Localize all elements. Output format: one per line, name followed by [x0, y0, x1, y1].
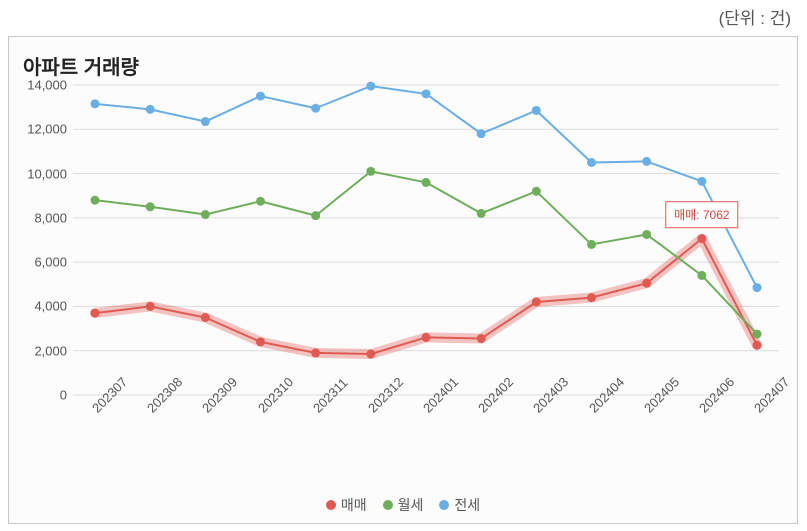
- plot-area: 02,0004,0006,0008,00010,00012,00014,000 …: [73, 85, 779, 395]
- data-point[interactable]: [422, 178, 431, 187]
- data-point[interactable]: [477, 334, 486, 343]
- chart-container: 아파트 거래량 02,0004,0006,0008,00010,00012,00…: [8, 36, 798, 524]
- data-point[interactable]: [532, 106, 541, 115]
- y-tick-label: 0: [60, 388, 73, 403]
- legend-label: 전세: [454, 495, 480, 515]
- data-point[interactable]: [256, 197, 265, 206]
- data-point[interactable]: [422, 333, 431, 342]
- y-tick-label: 14,000: [27, 78, 73, 93]
- legend-item[interactable]: 전세: [439, 495, 480, 515]
- y-tick-label: 8,000: [34, 210, 73, 225]
- data-point[interactable]: [642, 279, 651, 288]
- data-point[interactable]: [311, 348, 320, 357]
- data-point[interactable]: [697, 234, 706, 243]
- y-tick-label: 6,000: [34, 255, 73, 270]
- legend-swatch: [326, 500, 336, 510]
- legend-label: 매매: [341, 495, 367, 515]
- legend-label: 월세: [398, 495, 424, 515]
- y-tick-label: 2,000: [34, 343, 73, 358]
- data-point[interactable]: [697, 271, 706, 280]
- y-tick-label: 4,000: [34, 299, 73, 314]
- legend-item[interactable]: 매매: [326, 495, 367, 515]
- data-point[interactable]: [587, 293, 596, 302]
- data-point[interactable]: [146, 105, 155, 114]
- data-point[interactable]: [146, 202, 155, 211]
- chart-legend: 매매 월세 전세: [9, 495, 797, 515]
- data-point[interactable]: [91, 196, 100, 205]
- data-point[interactable]: [366, 350, 375, 359]
- data-point[interactable]: [532, 298, 541, 307]
- data-point[interactable]: [753, 330, 762, 339]
- chart-tooltip: 매매: 7062: [665, 201, 738, 228]
- data-point[interactable]: [91, 309, 100, 318]
- data-point[interactable]: [697, 177, 706, 186]
- data-point[interactable]: [477, 209, 486, 218]
- data-point[interactable]: [311, 211, 320, 220]
- chart-svg: [73, 85, 779, 395]
- data-point[interactable]: [642, 230, 651, 239]
- y-tick-label: 10,000: [27, 166, 73, 181]
- data-point[interactable]: [146, 302, 155, 311]
- data-point[interactable]: [91, 99, 100, 108]
- data-point[interactable]: [753, 283, 762, 292]
- data-point[interactable]: [366, 167, 375, 176]
- data-point[interactable]: [532, 187, 541, 196]
- data-point[interactable]: [366, 82, 375, 91]
- data-point[interactable]: [642, 157, 651, 166]
- data-point[interactable]: [311, 104, 320, 113]
- data-point[interactable]: [201, 117, 210, 126]
- data-point[interactable]: [256, 337, 265, 346]
- data-point[interactable]: [201, 313, 210, 322]
- legend-swatch: [439, 500, 449, 510]
- legend-item[interactable]: 월세: [383, 495, 424, 515]
- unit-label: (단위 : 건): [719, 4, 791, 29]
- data-point[interactable]: [201, 210, 210, 219]
- legend-swatch: [383, 500, 393, 510]
- data-point[interactable]: [477, 129, 486, 138]
- data-point[interactable]: [587, 240, 596, 249]
- data-point[interactable]: [422, 89, 431, 98]
- data-point[interactable]: [753, 341, 762, 350]
- y-tick-label: 12,000: [27, 122, 73, 137]
- data-point[interactable]: [587, 158, 596, 167]
- data-point[interactable]: [256, 92, 265, 101]
- chart-title: 아파트 거래량: [23, 51, 139, 80]
